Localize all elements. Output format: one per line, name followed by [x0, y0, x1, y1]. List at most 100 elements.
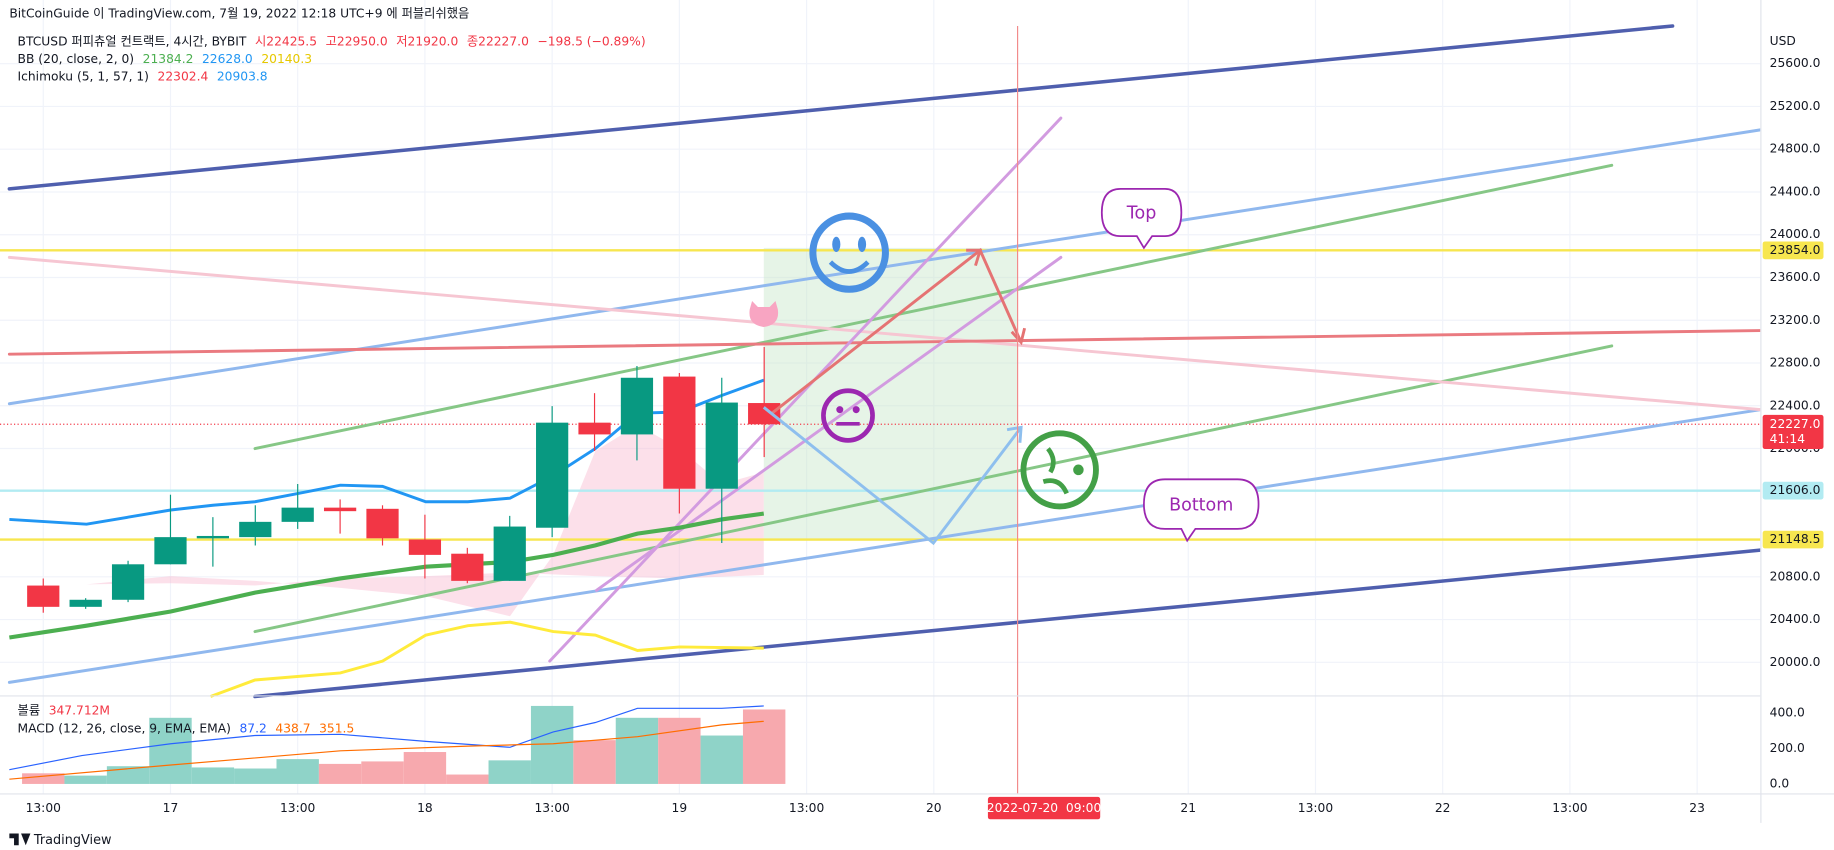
x-tick-label: 13:00 — [1552, 801, 1588, 815]
indicator-name: BB (20, close, 2, 0) — [18, 51, 135, 65]
volume-bar — [64, 775, 107, 784]
price-label-bg — [1762, 241, 1824, 260]
candle-body — [663, 376, 696, 489]
y-tick-label: 400.0 — [1770, 705, 1805, 719]
emoji-face — [809, 212, 889, 293]
symbol: BTCUSD 퍼피츄얼 컨트랙트, 4시간, BYBIT — [18, 34, 247, 48]
legend-ichimoku: Ichimoku (5, 1, 57, 1) 22302.4 20903.8 — [18, 69, 268, 83]
emoji-eye — [832, 236, 841, 253]
candle-body — [366, 508, 399, 539]
y-tick-label: 23200.0 — [1770, 313, 1821, 327]
x-tick-label: 21 — [1180, 801, 1196, 815]
indicator-value: 21384.2 — [143, 51, 194, 65]
legend-volume: 볼륨 347.712M — [18, 703, 111, 717]
candle-body — [705, 402, 738, 489]
annotation: Top — [1126, 204, 1157, 224]
emoji-dizzy — [1020, 430, 1099, 510]
callout-shape — [1143, 478, 1260, 543]
ohlc: 저21920.0 — [396, 34, 458, 48]
arrow-head — [1010, 327, 1027, 346]
trend-line — [7, 329, 1762, 356]
emoji-neutral — [821, 388, 875, 443]
legend-bb: BB (20, close, 2, 0) 21384.2 22628.0 201… — [18, 51, 313, 65]
current-price-label: 22227.0 — [1770, 417, 1821, 431]
cat-head — [749, 301, 779, 328]
candle-body — [620, 377, 654, 435]
legend-macd: MACD (12, 26, close, 9, EMA, EMA) 87.2 4… — [18, 721, 355, 735]
volume-bar — [191, 767, 235, 784]
emoji-mouth — [1042, 478, 1069, 495]
logo — [9, 833, 31, 846]
y-tick-label: 22800.0 — [1770, 355, 1821, 369]
footer-brand: TradingView — [33, 833, 112, 848]
volume-pane — [22, 705, 786, 784]
ohlc: 종22227.0 — [467, 34, 529, 48]
y-tick-label: 24000.0 — [1770, 227, 1821, 241]
indicator-name: Ichimoku (5, 1, 57, 1) — [18, 69, 149, 83]
candle-body — [196, 535, 229, 539]
trend-line — [7, 255, 1762, 412]
candles — [27, 346, 781, 613]
emoji-eye — [857, 236, 867, 253]
x-tick-label: 20 — [926, 801, 942, 815]
crosshair-label-bg — [987, 796, 1101, 820]
x-tick-label: 13:00 — [789, 801, 825, 815]
countdown: 41:14 — [1770, 432, 1806, 446]
emoji-eye — [852, 406, 860, 414]
candle-body — [239, 521, 272, 538]
callout-top: Top — [1100, 188, 1183, 250]
y-tick-label: 20400.0 — [1770, 612, 1821, 626]
arrow-head — [966, 248, 983, 267]
grid — [0, 0, 1761, 794]
currency: USD — [1770, 34, 1796, 48]
ichimoku-cloud — [9, 425, 764, 617]
channel-line — [253, 344, 1614, 634]
candle-body — [578, 422, 611, 435]
price-label-bg — [1762, 530, 1824, 549]
legend-symbol: BTCUSD 퍼피츄얼 컨트랙트, 4시간, BYBIT 시22425.5 고2… — [18, 34, 646, 48]
volume-bar — [658, 717, 701, 784]
y-tick-label: 20000.0 — [1770, 655, 1821, 669]
x-tick-label: 19 — [672, 801, 688, 815]
indicator-value: 351.5 — [319, 721, 354, 735]
y-tick-label: 0.0 — [1770, 776, 1790, 790]
indicator-value: 87.2 — [240, 721, 267, 735]
candle-body — [323, 507, 357, 512]
x-tick-label: 13:00 — [26, 801, 62, 815]
trend-line — [595, 255, 1063, 592]
volume-bar — [106, 766, 150, 784]
y-tick-label: 24800.0 — [1770, 142, 1821, 156]
y-tick-label: 25200.0 — [1770, 99, 1821, 113]
arrow-head — [1006, 425, 1023, 443]
volume-bar — [530, 705, 574, 784]
y-tick-label: 20800.0 — [1770, 569, 1821, 583]
axis-labels: 20000.020400.020800.022000.022400.022800… — [26, 56, 1824, 820]
candle-body — [748, 403, 781, 425]
volume-bar — [234, 768, 277, 784]
channel-line — [253, 548, 1763, 699]
candle-body — [281, 507, 314, 522]
candle-body — [451, 553, 484, 581]
current-price-bg — [1762, 414, 1824, 450]
price-levels — [0, 249, 1761, 541]
ichimoku-line — [210, 620, 764, 698]
signal-line — [9, 720, 764, 780]
candle-body — [536, 422, 569, 528]
x-tick-label: 13:00 — [534, 801, 570, 815]
channel-line — [7, 408, 1762, 684]
indicator-value: 20140.3 — [261, 51, 312, 65]
price-label: 21148.5 — [1770, 532, 1821, 546]
candle-body — [408, 539, 442, 555]
volume-bar — [403, 752, 447, 784]
candle-body — [69, 599, 102, 607]
y-tick-label: 22400.0 — [1770, 398, 1821, 412]
arrows — [762, 247, 1027, 546]
callout-bottom: Bottom — [1143, 478, 1260, 543]
y-tick-label: 23600.0 — [1770, 270, 1821, 284]
volume-bar — [488, 760, 531, 784]
indicator-value: 438.7 — [275, 721, 310, 735]
volume-bar — [318, 763, 362, 784]
volume-bar — [276, 759, 319, 784]
